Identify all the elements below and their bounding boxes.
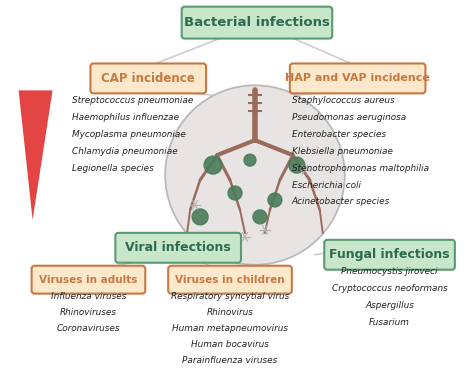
- Circle shape: [253, 210, 267, 224]
- FancyBboxPatch shape: [91, 63, 206, 93]
- Text: Pneumocystis jiroveci: Pneumocystis jiroveci: [341, 267, 438, 276]
- Text: Bacterial infections: Bacterial infections: [184, 16, 330, 29]
- FancyBboxPatch shape: [182, 6, 332, 39]
- Text: Human bocavirus: Human bocavirus: [191, 340, 269, 349]
- Text: Chlamydia pneumoniae: Chlamydia pneumoniae: [73, 147, 178, 155]
- Circle shape: [228, 186, 242, 200]
- Text: Aspergillus: Aspergillus: [365, 301, 414, 310]
- Text: Legionella species: Legionella species: [73, 163, 154, 173]
- Text: Rhinoviruses: Rhinoviruses: [60, 308, 117, 317]
- Text: Staphylococcus aureus: Staphylococcus aureus: [292, 96, 394, 105]
- Text: Fusarium: Fusarium: [369, 318, 410, 327]
- Text: Stenotrophomonas maltophilia: Stenotrophomonas maltophilia: [292, 163, 429, 173]
- Circle shape: [192, 209, 208, 225]
- Text: Pseudomonas aeruginosa: Pseudomonas aeruginosa: [292, 113, 406, 122]
- Text: HAP and VAP incidence: HAP and VAP incidence: [285, 73, 430, 83]
- Text: Viruses in children: Viruses in children: [175, 275, 285, 285]
- FancyBboxPatch shape: [168, 266, 292, 294]
- FancyBboxPatch shape: [324, 240, 455, 270]
- Text: Viruses in adults: Viruses in adults: [39, 275, 137, 285]
- Circle shape: [268, 193, 282, 207]
- Text: Parainfluenza viruses: Parainfluenza viruses: [182, 356, 278, 365]
- Text: Mycoplasma pneumoniae: Mycoplasma pneumoniae: [73, 130, 186, 139]
- Text: Haemophilus influenzae: Haemophilus influenzae: [73, 113, 180, 122]
- FancyBboxPatch shape: [115, 233, 241, 263]
- Text: Fungal infections: Fungal infections: [329, 248, 450, 261]
- Text: Escherichia coli: Escherichia coli: [292, 181, 361, 189]
- Circle shape: [244, 154, 256, 166]
- Text: Human metapneumovirus: Human metapneumovirus: [172, 324, 288, 333]
- Text: Cryptococcus neoformans: Cryptococcus neoformans: [332, 284, 447, 293]
- Polygon shape: [18, 91, 53, 220]
- Text: Coronaviruses: Coronaviruses: [57, 324, 120, 333]
- Text: Rhinovirus: Rhinovirus: [207, 308, 254, 317]
- Circle shape: [204, 156, 222, 174]
- Text: Klebsiella pneumoniae: Klebsiella pneumoniae: [292, 147, 393, 155]
- Circle shape: [165, 86, 345, 265]
- Text: Respiratory syncytial virus: Respiratory syncytial virus: [171, 292, 289, 301]
- Circle shape: [289, 157, 305, 173]
- Text: Enterobacter species: Enterobacter species: [292, 130, 386, 139]
- Text: Viral infections: Viral infections: [125, 241, 231, 254]
- FancyBboxPatch shape: [290, 63, 426, 93]
- Text: Incidence: Incidence: [6, 131, 15, 180]
- Text: Streptococcus pneumoniae: Streptococcus pneumoniae: [73, 96, 194, 105]
- FancyBboxPatch shape: [32, 266, 145, 294]
- Text: CAP incidence: CAP incidence: [101, 72, 195, 85]
- Text: Acinetobacter species: Acinetobacter species: [292, 197, 390, 206]
- Text: Influenza viruses: Influenza viruses: [51, 292, 126, 301]
